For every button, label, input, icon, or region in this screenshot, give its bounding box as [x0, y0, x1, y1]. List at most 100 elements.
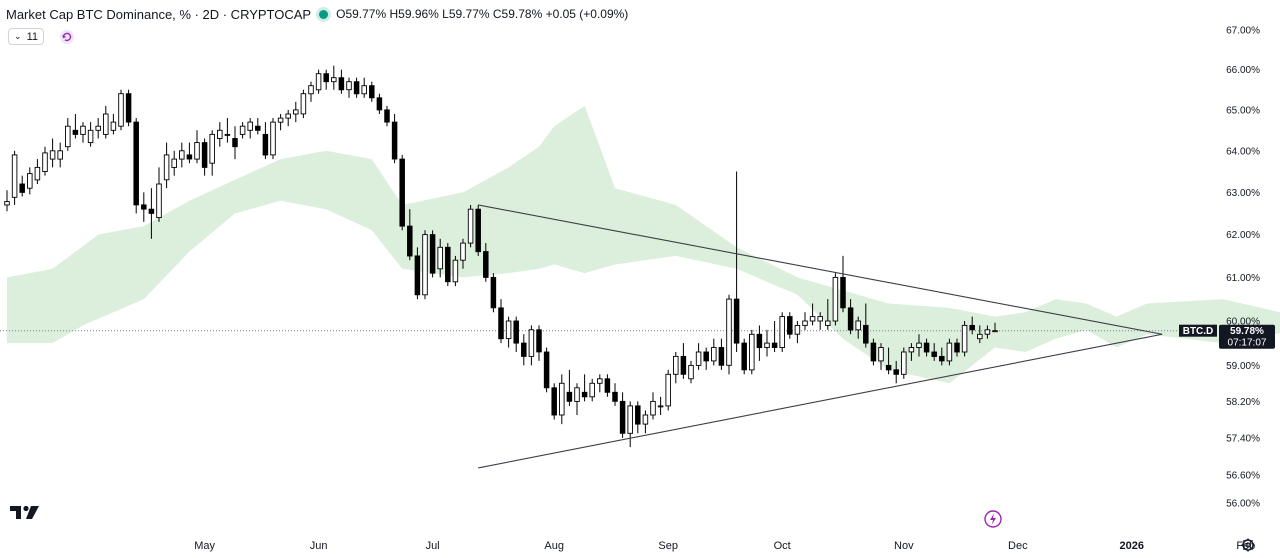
- candle-body: [422, 234, 428, 296]
- candle-body: [513, 320, 519, 344]
- candle-body: [133, 121, 139, 206]
- candle-body: [718, 347, 725, 366]
- candle-body: [293, 109, 299, 115]
- candle-body: [779, 316, 785, 348]
- candle-body: [437, 246, 443, 270]
- candle-body: [893, 369, 899, 375]
- countdown-label: 07:17:07: [1228, 338, 1267, 349]
- candle-body: [285, 113, 291, 119]
- candle-body: [840, 276, 846, 309]
- candle-body: [961, 324, 968, 353]
- y-tick-label: 66.00%: [1226, 65, 1260, 76]
- candle-body: [65, 125, 71, 148]
- y-tick-label: 56.00%: [1226, 499, 1260, 510]
- x-tick-label: Jun: [310, 540, 328, 552]
- candle-body: [946, 342, 953, 362]
- candle-body: [901, 351, 907, 375]
- candle-body: [635, 405, 641, 425]
- candle-body: [498, 307, 504, 340]
- x-tick-label: Jul: [426, 540, 440, 552]
- candle-body: [771, 342, 778, 348]
- candle-body: [885, 364, 892, 371]
- y-tick-label: 56.60%: [1226, 470, 1260, 481]
- candle-body: [414, 255, 421, 296]
- cloud-segment: [7, 105, 1280, 384]
- candle-body: [581, 391, 588, 398]
- candle-body: [201, 142, 208, 168]
- candle-body: [156, 183, 162, 219]
- candle-body: [939, 355, 945, 362]
- candle-body: [399, 158, 405, 227]
- candle-body: [460, 242, 466, 261]
- candle-body: [141, 204, 147, 210]
- candle-body: [992, 330, 998, 333]
- tradingview-logo-icon[interactable]: [10, 504, 42, 520]
- candle-body: [331, 77, 337, 83]
- candle-body: [353, 81, 360, 95]
- candle-body: [604, 378, 611, 393]
- candle-body: [908, 347, 915, 353]
- indicator-toggle-button[interactable]: ⌄ 11: [8, 28, 44, 45]
- candle-body: [34, 166, 41, 181]
- flash-icon[interactable]: [984, 510, 1002, 528]
- candle-body: [809, 316, 816, 322]
- candle-body: [794, 324, 801, 335]
- candle-body: [787, 316, 793, 335]
- chart-header: Market Cap BTC Dominance, % · 2D · CRYPT…: [6, 5, 628, 23]
- candle-body: [954, 342, 960, 353]
- candle-body: [543, 351, 550, 389]
- candle-body: [407, 225, 413, 257]
- price-tag-value: 59.78%: [1230, 326, 1264, 337]
- candle-body: [703, 351, 709, 362]
- lower-trendline[interactable]: [478, 333, 1163, 469]
- candle-body: [764, 342, 770, 348]
- candle-body: [125, 93, 132, 123]
- candle-body: [627, 405, 633, 434]
- candle-body: [665, 373, 671, 407]
- candle-body: [505, 320, 512, 340]
- candle-body: [262, 133, 269, 156]
- candle-body: [847, 307, 854, 331]
- candle-body: [186, 154, 193, 160]
- candle-body: [445, 246, 451, 283]
- candle-body: [239, 125, 246, 135]
- candle-body: [338, 77, 345, 91]
- candle-body: [642, 414, 649, 425]
- candle-body: [680, 355, 687, 375]
- candle-body: [19, 183, 25, 193]
- candle-body: [4, 201, 10, 206]
- candle-body: [194, 142, 200, 160]
- candle-body: [870, 342, 877, 362]
- y-tick-label: 67.00%: [1226, 26, 1260, 37]
- candle-body: [802, 320, 808, 326]
- candle-body: [528, 329, 535, 357]
- candle-body: [171, 158, 177, 168]
- x-tick-label: Aug: [544, 540, 564, 552]
- gear-icon[interactable]: [1240, 537, 1256, 553]
- candle-body: [72, 129, 79, 135]
- candle-body: [923, 342, 930, 353]
- symbol-title[interactable]: Market Cap BTC Dominance, % · 2D · CRYPT…: [6, 6, 312, 22]
- candle-body: [384, 109, 390, 123]
- candle-body: [118, 93, 124, 127]
- y-tick-label: 62.00%: [1226, 230, 1260, 241]
- refresh-icon[interactable]: [58, 28, 76, 46]
- candle-body: [232, 138, 238, 148]
- x-tick-label: Nov: [894, 540, 914, 552]
- candle-body: [87, 129, 94, 144]
- candle-body: [657, 405, 664, 408]
- candle-body: [597, 378, 603, 384]
- candle-body: [247, 121, 253, 131]
- candle-body: [27, 173, 33, 189]
- y-tick-label: 58.20%: [1226, 397, 1260, 408]
- upper-trendline[interactable]: [478, 204, 1163, 335]
- candle-body: [49, 150, 56, 160]
- candle-body: [429, 234, 436, 274]
- candle-body: [878, 347, 884, 362]
- candle-body: [300, 93, 307, 115]
- candle-body: [179, 150, 185, 160]
- x-tick-label: Sep: [658, 540, 678, 552]
- candle-body: [756, 333, 763, 349]
- candle-body: [969, 324, 975, 331]
